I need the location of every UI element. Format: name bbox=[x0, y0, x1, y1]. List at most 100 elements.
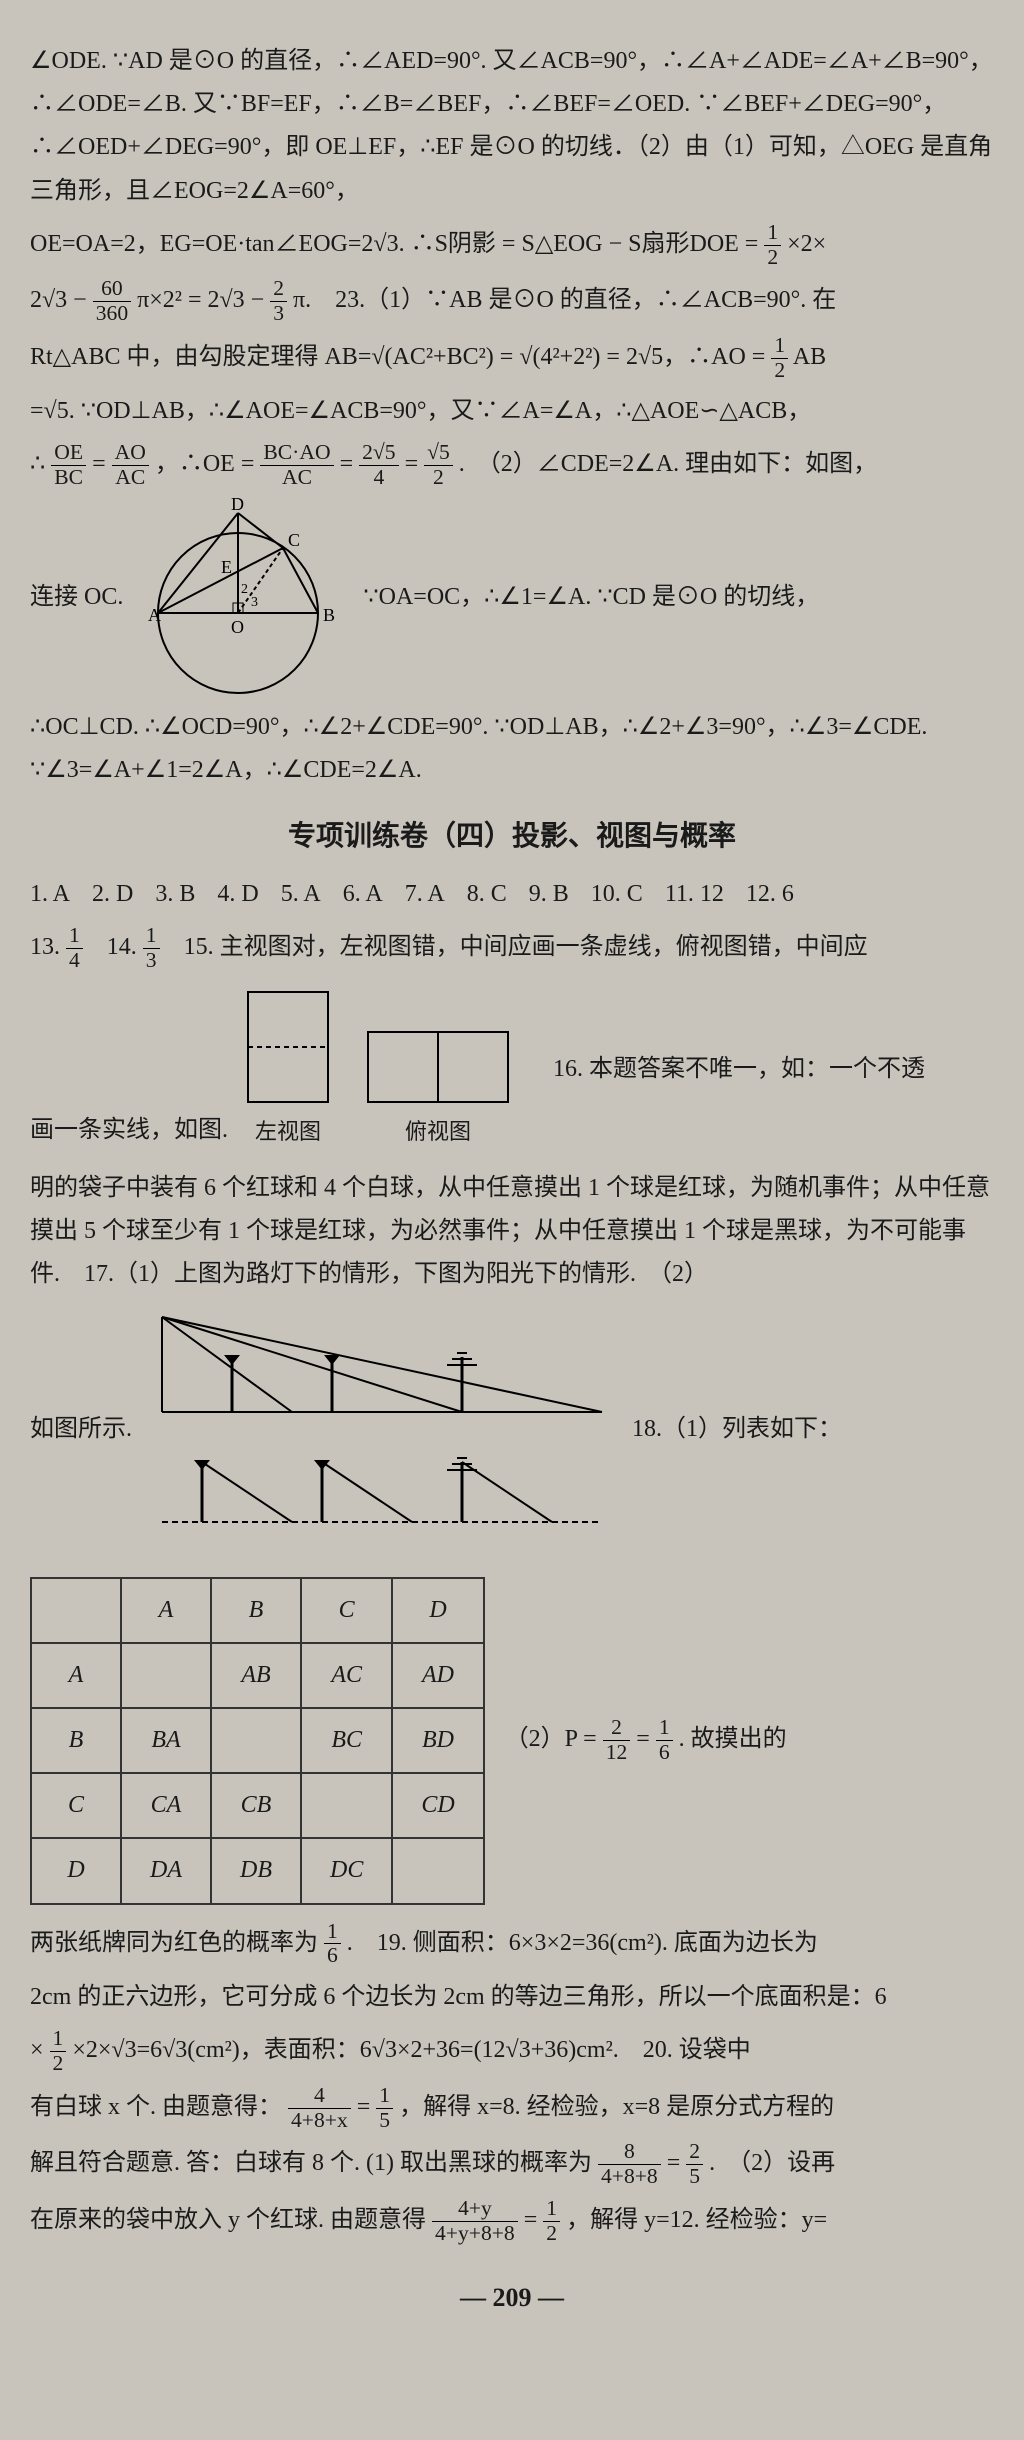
p2b: ×2× bbox=[787, 231, 826, 257]
views-figure-row: 画一条实线，如图. 左视图 俯视图 16. 本题答案不唯一，如：一个不透 bbox=[30, 987, 994, 1152]
page-number: — 209 — bbox=[30, 2275, 994, 2322]
para-3: 2√3 − 60360 π×2² = 2√3 − 23 π. 23.（1）∵AB… bbox=[30, 277, 994, 326]
table-row-container: A B C D A AB AC AD B BA BC BD C CA CB CD… bbox=[30, 1562, 994, 1920]
top-view-caption: 俯视图 bbox=[405, 1112, 471, 1152]
svg-text:3: 3 bbox=[251, 595, 258, 610]
frac-4-48x: 44+8+x bbox=[288, 2084, 351, 2133]
frac-60-360: 60360 bbox=[93, 277, 131, 326]
frac-2r5-4: 2√54 bbox=[359, 441, 398, 490]
p3b: π×2² = 2√3 − bbox=[137, 287, 270, 313]
frac-oebc: OEBC bbox=[51, 441, 86, 490]
frac-4y: 4+y4+y+8+8 bbox=[432, 2197, 518, 2246]
p6a: ∴ bbox=[30, 451, 45, 477]
table-row: A AB AC AD bbox=[31, 1643, 484, 1708]
p6b: = bbox=[92, 451, 112, 477]
frac-bcaoac: BC·AOAC bbox=[260, 441, 333, 490]
p-red-c: ，解得 y=12. 经检验：y= bbox=[566, 2207, 827, 2233]
left-view-figure: 左视图 bbox=[243, 987, 333, 1152]
ans-7: 7. A bbox=[405, 873, 445, 916]
frac-1-6: 16 bbox=[656, 1716, 673, 1765]
frac-half-4: 12 bbox=[543, 2197, 560, 2246]
th-0 bbox=[31, 1578, 121, 1643]
p6f: . （2）∠CDE=2∠A. 理由如下：如图， bbox=[459, 451, 877, 477]
answers-row: 1. A 2. D 3. B 4. D 5. A 6. A 7. A 8. C … bbox=[30, 873, 994, 916]
para-8: ∴OC⊥CD. ∴∠OCD=90°，∴∠2+∠CDE=90°. ∵OD⊥AB，∴… bbox=[30, 706, 994, 792]
para-4: Rt△ABC 中，由勾股定理得 AB=√(AC²+BC²) = √(4²+2²)… bbox=[30, 334, 994, 383]
p-white-a: 有白球 x 个. 由题意得： bbox=[30, 2094, 282, 2120]
p2a: OE=OA=2，EG=OE·tan∠EOG=2√3. ∴S阴影 = S△EOG … bbox=[30, 231, 764, 257]
svg-text:A: A bbox=[148, 605, 161, 625]
p3a: 2√3 − bbox=[30, 287, 93, 313]
ans-13-15-row: 13. 14 14. 13 15. 主视图对，左视图错，中间应画一条虚线，俯视图… bbox=[30, 924, 994, 973]
figure-circle-row: 连接 OC. A B O C D E 2 3 ∵OA=OC，∴∠1=∠A. ∵C… bbox=[30, 498, 994, 698]
frac-half: 12 bbox=[764, 221, 781, 270]
probability-table: A B C D A AB AC AD B BA BC BD C CA CB CD… bbox=[30, 1577, 485, 1905]
shadow-figures-row: 如图所示. bbox=[30, 1312, 994, 1547]
frac-2-3: 23 bbox=[270, 277, 287, 326]
prob-c: . 故摸出的 bbox=[679, 1726, 787, 1752]
p-red-a: 在原来的袋中放入 y 个红球. 由题意得 bbox=[30, 2207, 432, 2233]
p3c: π. 23.（1）∵AB 是⊙O 的直径，∴∠ACB=90°. 在 bbox=[293, 287, 836, 313]
p7b: ∵OA=OC，∴∠1=∠A. ∵CD 是⊙O 的切线， bbox=[363, 576, 819, 619]
svg-text:B: B bbox=[323, 605, 335, 625]
ans-4: 4. D bbox=[217, 873, 258, 916]
a13-label: 13. bbox=[30, 934, 66, 960]
frac-1-5: 15 bbox=[376, 2084, 393, 2133]
para-2: OE=OA=2，EG=OE·tan∠EOG=2√3. ∴S阴影 = S△EOG … bbox=[30, 221, 994, 270]
para-hex: 2cm 的正六边形，它可分成 6 个边长为 2cm 的等边三角形，所以一个底面积… bbox=[30, 1976, 994, 2019]
p-red-b: = bbox=[524, 2207, 544, 2233]
section-title: 专项训练卷（四）投影、视图与概率 bbox=[30, 812, 994, 862]
p-bag: 明的袋子中装有 6 个红球和 4 个白球，从中任意摸出 1 个球是红球，为随机事… bbox=[30, 1175, 990, 1287]
para-1: ∠ODE. ∵AD 是⊙O 的直径，∴∠AED=90°. 又∠ACB=90°，∴… bbox=[30, 40, 994, 213]
top-view-figure: 俯视图 bbox=[363, 1027, 513, 1152]
frac-aoac: AOAC bbox=[112, 441, 149, 490]
para-white-2: 解且符合题意. 答：白球有 8 个. (1) 取出黑球的概率为 84+8+8 =… bbox=[30, 2140, 994, 2189]
frac-2-5: 25 bbox=[686, 2140, 703, 2189]
table-row: C CA CB CD bbox=[31, 1773, 484, 1838]
p-white-c: ，解得 x=8. 经检验，x=8 是原分式方程的 bbox=[399, 2094, 834, 2120]
ans-1: 1. A bbox=[30, 873, 70, 916]
para-red: 在原来的袋中放入 y 个红球. 由题意得 4+y4+y+8+8 = 12 ，解得… bbox=[30, 2197, 994, 2246]
p8: ∴OC⊥CD. ∴∠OCD=90°，∴∠2+∠CDE=90°. ∵OD⊥AB，∴… bbox=[30, 714, 927, 783]
p6c: ，∴OE = bbox=[155, 451, 261, 477]
th-1: A bbox=[121, 1578, 211, 1643]
p4a: Rt△ABC 中，由勾股定理得 AB=√(AC²+BC²) = √(4²+2²)… bbox=[30, 344, 771, 370]
ans-5: 5. A bbox=[281, 873, 321, 916]
a16: 16. 本题答案不唯一，如：一个不透 bbox=[553, 1048, 925, 1091]
ans-9: 9. B bbox=[529, 873, 569, 916]
p6d: = bbox=[340, 451, 360, 477]
para-two-red: 两张纸牌同为红色的概率为 16 . 19. 侧面积：6×3×2=36(cm²).… bbox=[30, 1920, 994, 1969]
svg-text:O: O bbox=[231, 617, 244, 637]
p-white-e: = bbox=[667, 2150, 687, 2176]
p1-text: ∠ODE. ∵AD 是⊙O 的直径，∴∠AED=90°. 又∠ACB=90°，∴… bbox=[30, 48, 993, 204]
table-header-row: A B C D bbox=[31, 1578, 484, 1643]
frac-r5-2: √52 bbox=[424, 441, 453, 490]
p6e: = bbox=[405, 451, 425, 477]
a14-label: 14. bbox=[107, 934, 143, 960]
p-hex-c: ×2×√3=6√3(cm²)，表面积：6√3×2+36=(12√3+36)cm²… bbox=[72, 2037, 750, 2063]
p-white-b: = bbox=[357, 2094, 377, 2120]
p-asfig: 如图所示. bbox=[30, 1408, 132, 1451]
top-view-svg bbox=[363, 1027, 513, 1107]
p-white-f: . （2）设再 bbox=[709, 2150, 835, 2176]
p-hex-b: × bbox=[30, 2037, 44, 2063]
p-two-red-b: . 19. 侧面积：6×3×2=36(cm²). 底面为边长为 bbox=[347, 1929, 818, 1955]
prob-text: （2）P = 212 = 16 . 故摸出的 bbox=[505, 1716, 787, 1765]
left-view-svg bbox=[243, 987, 333, 1107]
frac-1-4: 14 bbox=[66, 924, 83, 973]
svg-text:C: C bbox=[288, 530, 300, 550]
ans-6: 6. A bbox=[343, 873, 383, 916]
left-view-caption: 左视图 bbox=[255, 1112, 321, 1152]
shadow-diagrams bbox=[152, 1312, 612, 1547]
p-draw: 画一条实线，如图. bbox=[30, 1109, 228, 1152]
frac-1-3: 13 bbox=[143, 924, 160, 973]
circle-diagram: A B O C D E 2 3 bbox=[133, 498, 353, 698]
ans-3: 3. B bbox=[155, 873, 195, 916]
ans-10: 10. C bbox=[591, 873, 643, 916]
svg-text:D: D bbox=[231, 498, 244, 514]
ans-2: 2. D bbox=[92, 873, 133, 916]
p4b: AB bbox=[793, 344, 826, 370]
para-5: =√5. ∵OD⊥AB，∴∠AOE=∠ACB=90°，又∵∠A=∠A，∴△AOE… bbox=[30, 390, 994, 433]
th-3: C bbox=[301, 1578, 392, 1643]
a18: 18.（1）列表如下： bbox=[632, 1408, 842, 1451]
